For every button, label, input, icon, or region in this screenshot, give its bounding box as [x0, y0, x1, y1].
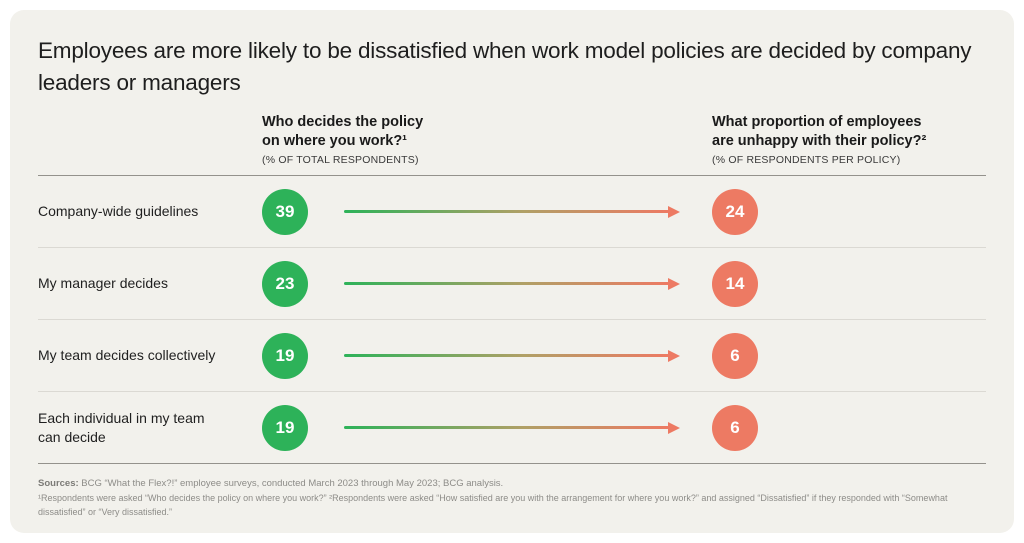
arrow-line [344, 282, 669, 285]
footer-divider [38, 463, 986, 464]
who-decides-value-bubble: 19 [262, 404, 308, 451]
row-label: My manager decides [38, 275, 168, 292]
column-headers: Who decides the policy on where you work… [38, 113, 986, 175]
who-decides-value-bubble: 23 [262, 260, 308, 307]
unhappy-value-bubble: 14 [712, 260, 758, 307]
arrow-line [344, 210, 669, 213]
row-label: Each individual in my team can decide [38, 409, 205, 445]
right-column-subtitle: (% OF RESPONDENTS PER POLICY) [712, 153, 901, 166]
sources-line: Sources: BCG “What the Flex?!” employee … [38, 477, 986, 491]
left-column-title: Who decides the policy on where you work… [262, 113, 482, 151]
row-label: Company-wide guidelines [38, 203, 199, 220]
right-column-title-line2: are unhappy with their policy?² [712, 132, 927, 149]
table-row: My manager decides 23 14 [38, 248, 986, 319]
arrow-head [668, 421, 680, 434]
table-row: Company-wide guidelines 39 24 [38, 176, 986, 247]
who-decides-value-bubble: 19 [262, 332, 308, 379]
page-title: Employees are more likely to be dissatis… [38, 38, 972, 95]
row-divider [38, 247, 986, 248]
who-decides-value-bubble: 39 [262, 188, 308, 235]
unhappy-value-bubble: 6 [712, 332, 758, 379]
infographic-card: Employees are more likely to be dissatis… [10, 10, 1014, 533]
flow-arrow-icon [344, 349, 680, 362]
footer: Sources: BCG “What the Flex?!” employee … [38, 477, 986, 519]
header-divider [38, 175, 986, 176]
footnote-line: ¹Respondents were asked “Who decides the… [38, 493, 948, 517]
table-row: Each individual in my team can decide 19… [38, 392, 986, 463]
row-divider [38, 319, 986, 320]
arrow-line [344, 426, 669, 429]
unhappy-value-bubble: 6 [712, 404, 758, 451]
flow-arrow-icon [344, 421, 680, 434]
sources-label: Sources: [38, 478, 79, 489]
unhappy-value-bubble: 24 [712, 188, 758, 235]
arrow-head [668, 349, 680, 362]
arrow-head [668, 205, 680, 218]
left-column-subtitle: (% OF TOTAL RESPONDENTS) [262, 153, 419, 166]
table-row: My team decides collectively 19 6 [38, 320, 986, 391]
flow-arrow-icon [344, 205, 680, 218]
left-column-title-line2: on where you work?¹ [262, 132, 408, 149]
arrow-line [344, 354, 669, 357]
row-divider [38, 391, 986, 392]
row-label: My team decides collectively [38, 347, 216, 364]
left-column-header: Who decides the policy on where you work… [262, 113, 482, 166]
right-column-header: What proportion of employees are unhappy… [712, 113, 992, 166]
flow-arrow-icon [344, 277, 680, 290]
sources-text: BCG “What the Flex?!” employee surveys, … [81, 478, 504, 489]
right-column-title-line1: What proportion of employees [712, 114, 922, 130]
arrow-head [668, 277, 680, 290]
right-column-title: What proportion of employees are unhappy… [712, 113, 992, 151]
left-column-title-line1: Who decides the policy [262, 114, 424, 130]
